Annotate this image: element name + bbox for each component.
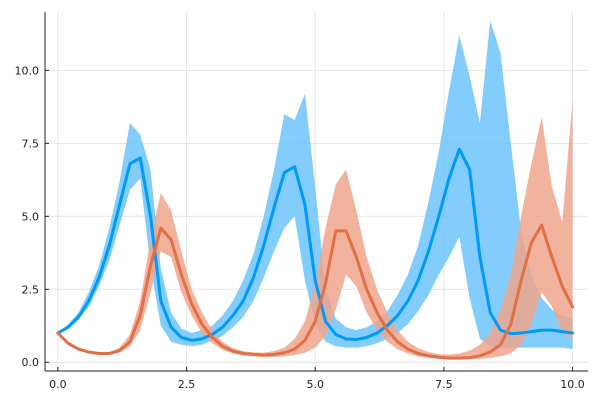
series-2-line [56,223,575,360]
axes [44,12,588,372]
x-tick-label: 2.5 [178,378,196,391]
y-tick-label: 2.5 [22,283,40,296]
y-tick-label: 7.5 [22,137,40,150]
series-lines [56,147,575,360]
y-tick-label: 10.0 [15,64,40,77]
y-tick-label: 5.0 [22,210,40,223]
ticks: 0.0 2.5 5.0 7.5 10.0 0.0 2.5 5.0 7.5 10.0 [15,64,585,391]
x-tick-label: 7.5 [435,378,453,391]
x-tick-label: 0.0 [49,378,67,391]
series-1-line [56,147,575,342]
x-tick-label: 10.0 [560,378,585,391]
x-tick-label: 5.0 [306,378,324,391]
series-2-band [57,99,573,360]
y-tick-label: 0.0 [22,356,40,369]
